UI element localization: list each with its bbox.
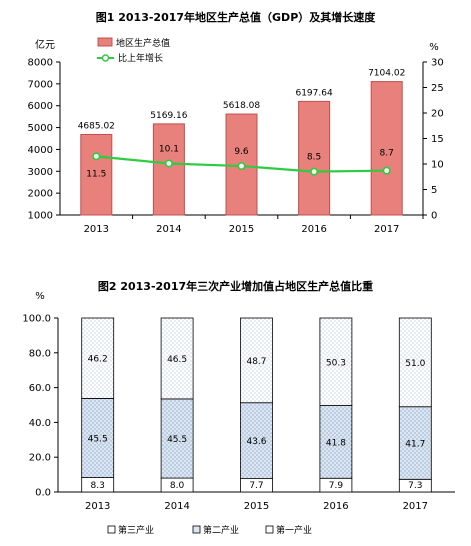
x-tick-label: 2017 [403, 501, 428, 512]
legend-marker-growth [101, 54, 110, 62]
tertiary-segment-label: 46.2 [88, 355, 108, 365]
chart1-title: 图1 2013-2017年地区生产总值（GDP）及其增长速度 [95, 11, 376, 24]
y-tick-label: 4000 [28, 145, 53, 156]
y-tick-label: 8000 [28, 58, 53, 69]
secondary-segment [81, 397, 115, 478]
legend-label: 第二产业 [203, 524, 239, 536]
secondary-segment [240, 402, 273, 480]
legend-label-gdp: 地区生产总值 [116, 37, 170, 49]
y2-tick-label: 15 [431, 134, 444, 145]
x-tick-label: 2014 [164, 501, 189, 512]
y-tick-label: 80.0 [29, 348, 51, 359]
x-tick-label: 2013 [84, 224, 109, 235]
secondary-segment-label: 41.7 [405, 440, 425, 450]
secondary-segment [160, 398, 194, 479]
tertiary-segment [240, 317, 273, 404]
legend-label: 第一产业 [276, 524, 312, 536]
industry-share-chart: 0.0 20.0 40.0 60.0 80.0 100.0% 8.3 45.5 46.2 2013… [22, 291, 455, 536]
x-tick-label: 2015 [229, 224, 254, 235]
legend-swatch [265, 525, 274, 534]
tertiary-segment-label: 46.5 [167, 355, 187, 365]
secondary-segment-label: 45.5 [88, 434, 108, 444]
secondary-segment-label: 45.5 [167, 435, 187, 445]
y2-tick-label: 0 [431, 211, 437, 222]
legend-swatch [107, 525, 116, 534]
y2-tick-label: 5 [431, 185, 437, 196]
growth-label: 10.1 [159, 144, 179, 154]
x-tick-label: 2015 [244, 501, 269, 512]
y-tick-label: 7000 [28, 79, 53, 90]
gdp-bar-label: 4685.02 [78, 121, 115, 131]
y2-tick-label: 10 [431, 160, 444, 171]
y-tick-label: 3000 [28, 167, 53, 178]
gdp-bar-label: 5618.08 [223, 101, 260, 111]
secondary-segment-label: 41.8 [326, 438, 346, 448]
growth-label: 9.6 [234, 147, 249, 157]
y-tick-label: 1000 [28, 211, 53, 222]
growth-label: 8.7 [380, 149, 394, 159]
y-tick-label: 5000 [28, 123, 53, 134]
tertiary-segment [160, 317, 194, 400]
y2-tick-label: 25 [431, 83, 444, 94]
y2-axis-label: % [429, 42, 439, 53]
gdp-chart: 1000 2000 3000 4000 5000 6000 7000 8000 0 5 10 15 20… [28, 37, 444, 235]
growth-label: 8.5 [307, 153, 321, 163]
growth-point [92, 152, 101, 161]
y-axis-label: % [35, 291, 45, 302]
primary-segment-label: 8.3 [91, 481, 105, 491]
x-tick-label: 2017 [374, 224, 399, 235]
legend-label: 第三产业 [118, 524, 154, 536]
primary-segment-label: 7.9 [329, 481, 344, 491]
gdp-bar-label: 6197.64 [295, 88, 332, 98]
y-tick-label: 0.0 [35, 488, 51, 499]
gdp-bar [298, 100, 331, 216]
growth-point [382, 166, 391, 175]
y-tick-label: 6000 [28, 101, 53, 112]
secondary-segment-label: 43.6 [246, 437, 266, 447]
growth-label: 11.5 [86, 169, 106, 179]
x-tick-label: 2013 [85, 501, 110, 512]
chart2-title: 图2 2013-2017年三次产业增加值占地区生产总值比重 [97, 280, 374, 293]
secondary-segment [319, 405, 353, 479]
y-tick-label: 100.0 [22, 314, 51, 325]
secondary-segment [398, 406, 432, 480]
tertiary-segment [319, 317, 353, 406]
gdp-bar-label: 5169.16 [150, 111, 187, 121]
growth-point [237, 162, 246, 171]
gdp-bar [152, 123, 185, 216]
y-tick-label: 60.0 [29, 383, 51, 394]
y-tick-label: 20.0 [29, 453, 51, 464]
primary-segment-label: 7.3 [408, 481, 422, 491]
legend-swatch [192, 525, 201, 534]
legend-swatch-gdp [97, 37, 113, 47]
tertiary-segment-label: 48.7 [246, 357, 266, 367]
legend-label-growth: 比上年增长 [118, 52, 163, 64]
y-tick-label: 40.0 [29, 418, 51, 429]
x-tick-label: 2014 [156, 224, 181, 235]
primary-segment-label: 7.7 [249, 481, 263, 491]
y2-tick-label: 20 [431, 109, 444, 120]
gdp-bar [80, 133, 113, 216]
tertiary-segment-label: 51.0 [405, 359, 425, 369]
x-tick-label: 2016 [301, 224, 326, 235]
growth-point [310, 167, 319, 176]
y2-tick-label: 30 [431, 58, 444, 69]
tertiary-segment [81, 317, 115, 399]
tertiary-segment-label: 50.3 [326, 358, 346, 368]
gdp-bar-label: 7104.02 [368, 69, 405, 79]
y-axis-label: 亿元 [35, 38, 55, 51]
growth-point [164, 159, 173, 168]
y-tick-label: 2000 [28, 189, 53, 200]
gdp-bar [370, 81, 403, 216]
x-tick-label: 2016 [323, 501, 348, 512]
primary-segment-label: 8.0 [170, 481, 185, 491]
tertiary-segment [398, 317, 432, 408]
